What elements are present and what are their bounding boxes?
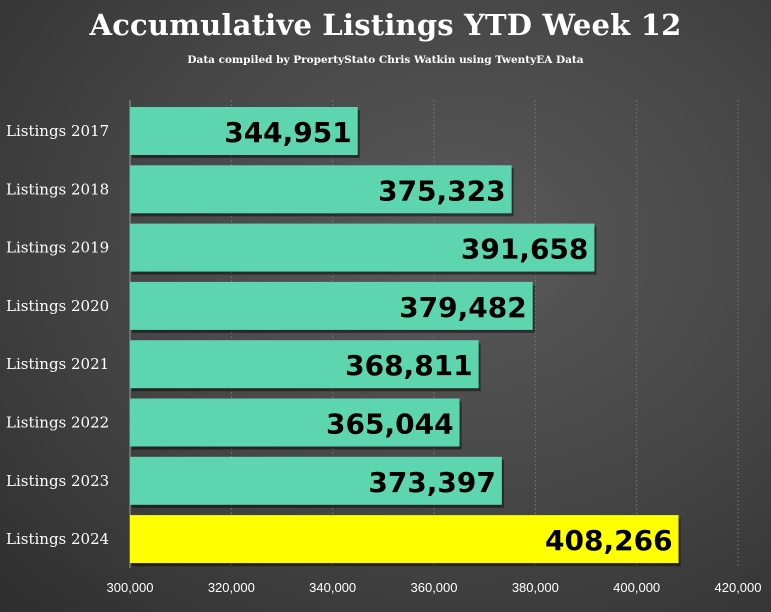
x-tick-label: 360,000	[411, 580, 458, 595]
category-label: Listings 2018	[6, 180, 109, 198]
category-label: Listings 2022	[6, 414, 109, 432]
category-label: Listings 2021	[6, 355, 109, 373]
bar	[130, 340, 479, 389]
chart-subtitle: Data compiled by PropertyStato Chris Wat…	[187, 54, 584, 66]
chart-title: Accumulative Listings YTD Week 12	[89, 8, 682, 42]
x-tick-labels: 300,000 320,000 340,000 360,000 380,000 400,0…	[107, 580, 762, 595]
bar	[130, 223, 595, 272]
data-label: 365,044	[326, 408, 454, 441]
x-tick-label: 300,000	[107, 580, 154, 595]
bar	[130, 515, 679, 564]
data-label: 344,951	[224, 116, 352, 149]
bar	[130, 165, 512, 214]
x-tick-label: 400,000	[613, 580, 660, 595]
bar	[130, 398, 460, 447]
data-label: 368,811	[345, 349, 473, 382]
data-label: 408,266	[545, 524, 673, 557]
category-label: Listings 2019	[6, 239, 109, 257]
category-label: Listings 2020	[6, 297, 109, 315]
data-label: 375,323	[378, 174, 506, 207]
data-labels: 344,951 375,323 391,658 379,482 368,811 365,0…	[224, 116, 672, 557]
data-label: 373,397	[368, 466, 496, 499]
data-label: 391,658	[461, 233, 589, 266]
bar	[130, 456, 502, 505]
bar	[130, 281, 533, 330]
category-label: Listings 2017	[6, 122, 109, 140]
x-tick-label: 380,000	[512, 580, 559, 595]
x-tick-label: 320,000	[208, 580, 255, 595]
x-tick-label: 420,000	[715, 580, 762, 595]
x-tick-label: 340,000	[309, 580, 356, 595]
category-label: Listings 2023	[6, 472, 109, 490]
bars	[130, 107, 681, 567]
data-label: 379,482	[399, 291, 527, 324]
bar	[130, 107, 358, 155]
category-labels: Listings 2017 Listings 2018 Listings 2019 L…	[6, 122, 109, 548]
category-label: Listings 2024	[6, 530, 109, 548]
